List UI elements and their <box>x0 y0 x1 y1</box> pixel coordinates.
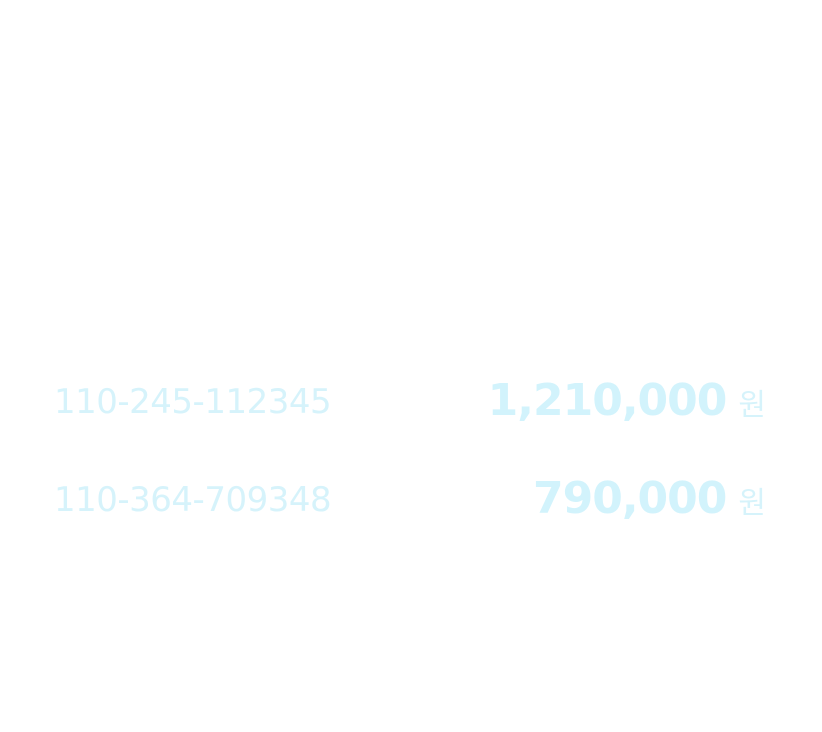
account-balance: 1,210,000 원 <box>488 375 766 426</box>
balance-amount: 1,210,000 <box>488 375 727 426</box>
account-balance: 790,000 원 <box>533 473 766 524</box>
balance-amount: 790,000 <box>533 473 726 524</box>
account-number: 110-364-709348 <box>54 480 331 520</box>
account-row[interactable]: 110-364-709348 790,000 원 <box>54 474 766 524</box>
currency-unit: 원 <box>738 478 766 522</box>
currency-unit: 원 <box>738 380 766 424</box>
account-row[interactable]: 110-245-112345 1,210,000 원 <box>54 376 766 426</box>
account-number: 110-245-112345 <box>54 382 331 422</box>
